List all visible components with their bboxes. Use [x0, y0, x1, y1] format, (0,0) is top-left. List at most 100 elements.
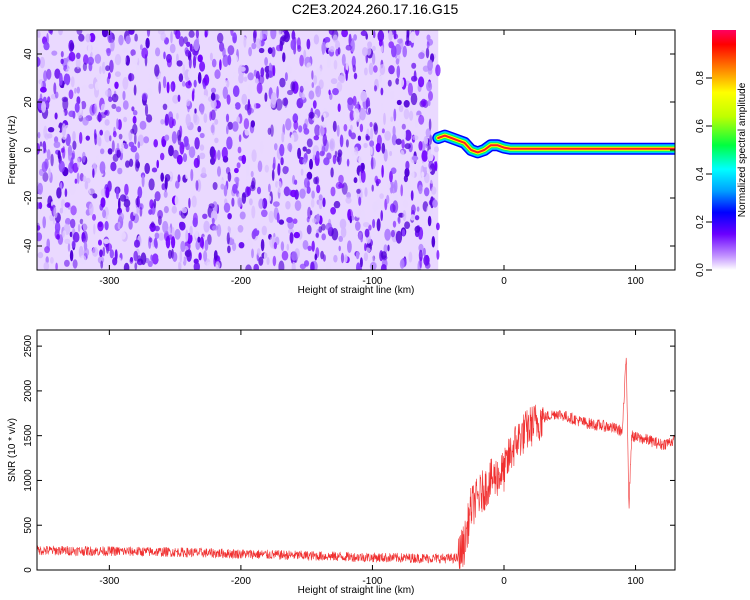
heatmap-cell: [217, 32, 224, 44]
heatmap-cell: [222, 86, 228, 99]
heatmap-cell: [338, 235, 344, 242]
heatmap-cell: [288, 228, 294, 235]
heatmap-cell: [141, 92, 148, 101]
heatmap-cell: [411, 204, 416, 215]
heatmap-cell: [96, 133, 101, 146]
heatmap-cell: [338, 174, 344, 184]
colorbar-gradient: [712, 30, 736, 270]
heatmap-cell: [290, 81, 296, 92]
heatmap-cell: [221, 146, 228, 160]
heatmap-cell: [267, 195, 272, 202]
heatmap-cell: [194, 108, 197, 114]
heatmap-cell: [359, 257, 363, 268]
heatmap-cell: [227, 45, 235, 56]
heatmap-cell: [230, 226, 237, 240]
heatmap-cell: [352, 151, 359, 162]
heatmap-cell: [133, 250, 138, 262]
heatmap-cell: [37, 251, 44, 259]
heatmap-cell: [50, 153, 54, 167]
heatmap-cell: [340, 226, 347, 238]
heatmap-cell: [189, 43, 193, 52]
heatmap-cell: [116, 149, 121, 158]
heatmap-cell: [282, 97, 289, 107]
heatmap-cell: [82, 218, 88, 232]
heatmap-cell: [116, 142, 120, 151]
heatmap-cell: [132, 115, 137, 124]
heatmap-cell: [360, 169, 366, 183]
heatmap-cell: [176, 60, 183, 67]
heatmap-cell: [406, 31, 410, 45]
spectrogram-x-ticks: -300 -200 -100 0 100: [99, 30, 644, 287]
heatmap-cell: [254, 78, 260, 84]
snr-y-tick-label: 500: [23, 516, 34, 533]
heatmap-cell: [368, 107, 371, 115]
heatmap-cell: [131, 106, 135, 112]
heatmap-cell: [418, 114, 425, 125]
heatmap-cell: [293, 120, 299, 131]
heatmap-cell: [286, 243, 290, 251]
heatmap-cell: [202, 95, 208, 101]
heatmap-cell: [70, 76, 75, 88]
heatmap-cell: [355, 206, 361, 218]
heatmap-cell: [232, 121, 239, 132]
heatmap-cell: [334, 150, 338, 158]
heatmap-cell: [67, 243, 71, 252]
heatmap-cell: [311, 70, 314, 80]
heatmap-cell: [287, 89, 294, 96]
heatmap-cell: [306, 186, 311, 194]
spectrogram-y-tick-label: -40: [23, 238, 34, 253]
heatmap-cell: [162, 103, 168, 111]
heatmap-cell: [143, 136, 150, 144]
heatmap-cell: [318, 198, 323, 210]
heatmap-cell: [298, 230, 303, 240]
heatmap-cell: [380, 120, 383, 133]
heatmap-cell: [64, 202, 71, 208]
heatmap-cell: [306, 102, 310, 115]
heatmap-cell: [74, 87, 77, 94]
heatmap-cell: [258, 47, 265, 54]
heatmap-cell: [239, 211, 246, 220]
heatmap-cell: [188, 56, 192, 69]
heatmap-cell: [76, 157, 81, 169]
heatmap-cell: [259, 141, 264, 154]
heatmap-cell: [48, 167, 51, 179]
heatmap-cell: [74, 178, 78, 184]
heatmap-cell: [46, 149, 51, 161]
heatmap-cell: [176, 154, 183, 165]
heatmap-cell: [390, 229, 395, 238]
heatmap-cell: [328, 89, 331, 96]
heatmap-cell: [393, 108, 397, 122]
heatmap-cell: [108, 72, 111, 80]
heatmap-cell: [392, 200, 399, 214]
heatmap-cell: [333, 200, 341, 209]
heatmap-cell: [166, 58, 172, 68]
signal-trace: [432, 129, 675, 159]
heatmap-cell: [153, 198, 157, 209]
heatmap-cell: [272, 255, 277, 267]
heatmap-cell: [171, 118, 176, 127]
heatmap-cell: [144, 103, 149, 117]
heatmap-cell: [172, 94, 180, 104]
heatmap-cell: [158, 232, 165, 241]
heatmap-cell: [122, 100, 129, 110]
heatmap-cell: [111, 140, 115, 153]
colorbar-tick-label: 0.8: [695, 71, 706, 85]
heatmap-cell: [157, 209, 164, 219]
heatmap-cell: [310, 198, 315, 208]
heatmap-cell: [47, 96, 51, 103]
heatmap-cell: [117, 221, 121, 230]
heatmap-cell: [329, 45, 335, 53]
heatmap-cell: [318, 125, 325, 137]
heatmap-cell: [290, 134, 295, 144]
heatmap-cell: [46, 68, 52, 80]
heatmap-cell: [401, 123, 406, 130]
snr-y-tick-label: 2000: [23, 379, 34, 402]
heatmap-cell: [426, 204, 433, 217]
heatmap-cell: [70, 205, 77, 216]
heatmap-cell: [347, 99, 354, 112]
colorbar-tick-label: 0.6: [695, 119, 706, 133]
heatmap-cell: [388, 30, 393, 42]
heatmap-cell: [264, 164, 269, 173]
heatmap-cell: [125, 35, 131, 45]
heatmap-cell: [130, 145, 138, 153]
